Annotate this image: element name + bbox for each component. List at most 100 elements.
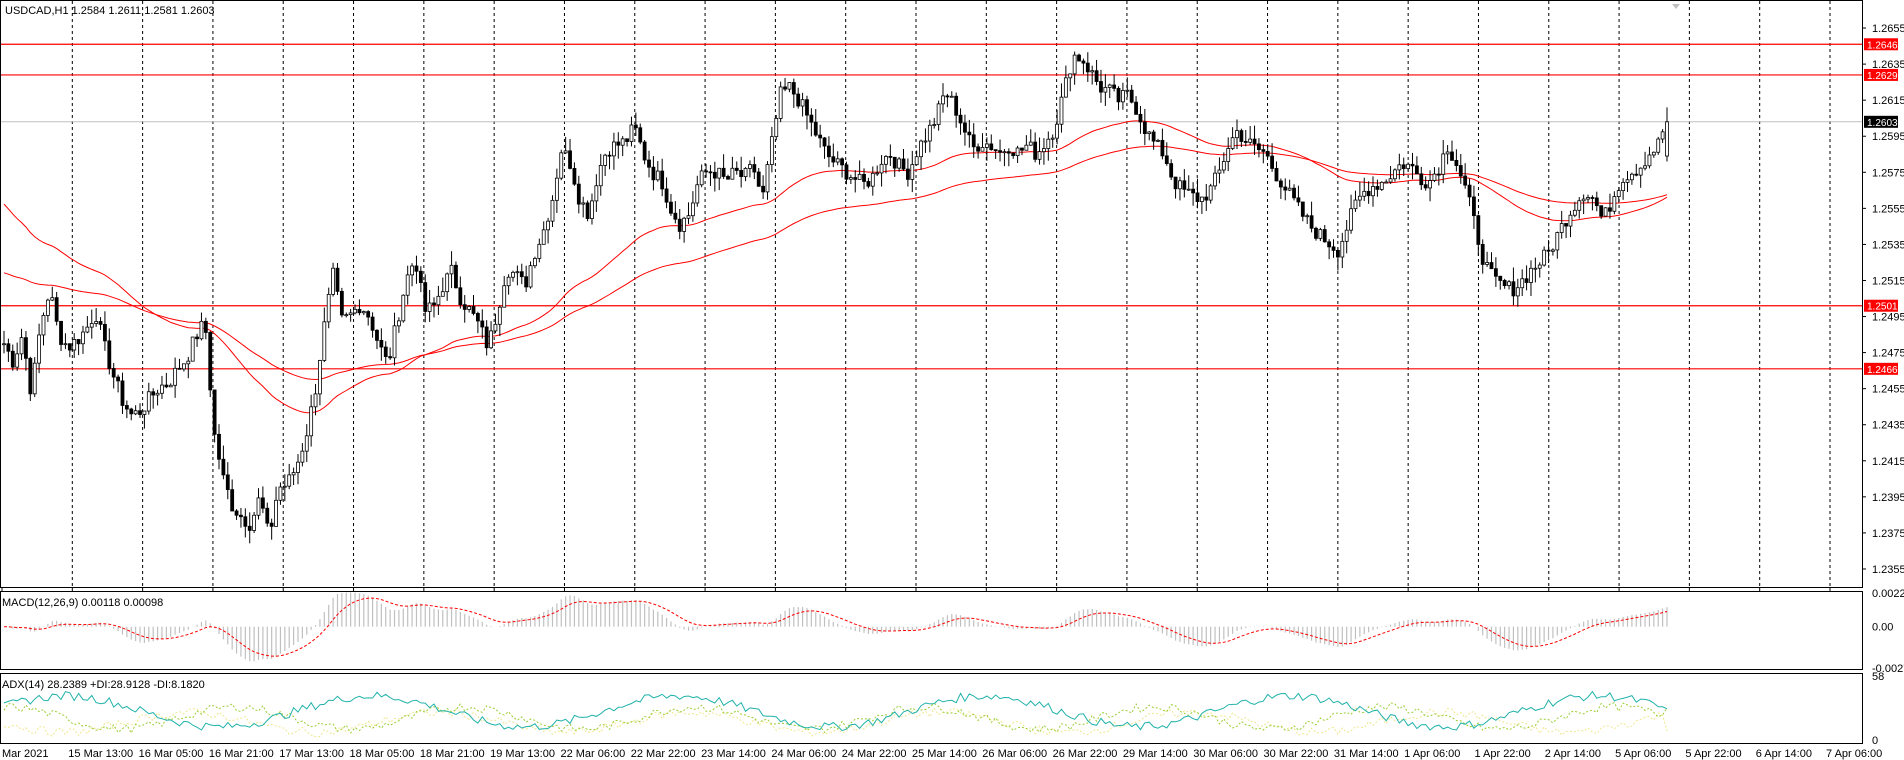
candle-body	[138, 410, 142, 415]
y-tick-label: 1.2635	[1872, 59, 1904, 71]
x-tick-label: 29 Mar 14:00	[1123, 748, 1188, 760]
candle-body	[1037, 151, 1042, 160]
candle-body	[1107, 84, 1112, 88]
candle-body	[50, 297, 55, 301]
candle-body	[905, 168, 910, 180]
moving-averages	[3, 120, 1668, 414]
candle-body	[1529, 267, 1533, 283]
candle-body	[690, 202, 695, 217]
candle-body	[383, 346, 388, 357]
candle-body	[1274, 168, 1279, 182]
scroll-marker-icon[interactable]	[1672, 4, 1680, 9]
candle-body	[1186, 188, 1191, 191]
candle-body	[1213, 172, 1217, 187]
candle-body	[576, 183, 581, 205]
candle-body	[234, 510, 239, 516]
candle-body	[1270, 155, 1274, 169]
candle-body	[721, 167, 726, 177]
candle-body	[212, 389, 217, 435]
candle-body	[677, 218, 682, 232]
candle-body	[493, 323, 498, 332]
candle-body	[1283, 186, 1288, 191]
candle-body	[37, 334, 42, 364]
candle-body	[1629, 173, 1634, 181]
candle-body	[1480, 244, 1485, 265]
level-tag-label: 1.2629	[1867, 71, 1898, 82]
candle-body	[528, 265, 533, 288]
candle-body	[537, 243, 542, 259]
candle-body	[1235, 130, 1239, 139]
moving-average-line	[3, 145, 1668, 381]
candle-body	[1524, 278, 1529, 283]
candle-body	[989, 143, 994, 151]
candle-body	[1300, 201, 1305, 217]
candle-body	[844, 164, 849, 180]
candle-body	[629, 124, 634, 142]
candle-body	[186, 360, 191, 365]
y-tick-label: 1.2575	[1872, 167, 1904, 179]
candle-body	[414, 265, 419, 272]
candle-body	[998, 150, 1002, 153]
candle-body	[1085, 62, 1090, 73]
candle-body	[1094, 70, 1099, 82]
candle-body	[177, 367, 182, 370]
candle-body	[1243, 141, 1248, 143]
candle-body	[423, 282, 428, 312]
x-tick-label: 5 Apr 22:00	[1685, 748, 1741, 760]
y-tick-label: 1.2395	[1872, 492, 1904, 504]
candle-body	[870, 172, 875, 187]
candle-body	[1656, 138, 1661, 153]
candle-body	[1121, 90, 1125, 103]
candle-body	[370, 316, 375, 331]
x-tick-label: 18 Mar 21:00	[420, 748, 485, 760]
adx-panel-frame	[0, 673, 1863, 744]
candle-body	[704, 170, 708, 173]
candle-body	[932, 124, 937, 126]
candle-body	[726, 176, 730, 180]
candle-body	[1042, 148, 1046, 153]
candle-body	[392, 325, 397, 359]
candle-body	[1046, 138, 1051, 149]
candle-body	[1050, 137, 1055, 140]
candle-body	[1419, 173, 1424, 186]
y-tick-label: 1.2495	[1872, 312, 1904, 324]
candle-body	[1116, 87, 1121, 103]
candle-body	[1173, 176, 1178, 190]
candle-body	[120, 380, 125, 406]
candle-body	[1414, 165, 1419, 175]
candle-body	[331, 267, 335, 295]
x-tick-label: 23 Mar 14:00	[701, 748, 766, 760]
candle-body	[76, 339, 81, 345]
candle-body	[717, 167, 722, 179]
candle-body	[919, 140, 923, 158]
candle-body	[15, 353, 20, 368]
candle-body	[1353, 199, 1358, 210]
candle-body	[81, 331, 85, 345]
candle-body	[612, 141, 616, 157]
candle-body	[1507, 281, 1511, 286]
candle-body	[366, 311, 371, 318]
candle-body	[1616, 190, 1621, 197]
candle-body	[673, 212, 678, 220]
candle-body	[1178, 180, 1182, 190]
adx-y-label: 58	[1872, 671, 1884, 683]
candle-body	[603, 154, 608, 166]
candle-body	[1028, 141, 1033, 146]
macd-panel-frame	[0, 591, 1863, 670]
candle-body	[1072, 54, 1077, 75]
candle-body	[304, 435, 309, 452]
candle-body	[800, 99, 805, 107]
adx-header: ADX(14) 28.2389 +DI:28.9128 -DI:8.1820	[2, 679, 205, 691]
candle-body	[2, 343, 6, 346]
candle-body	[642, 141, 647, 161]
candle-body	[98, 321, 103, 325]
candle-body	[1551, 249, 1555, 252]
candle-body	[1476, 215, 1481, 245]
candle-body	[708, 171, 713, 174]
candle-body	[1379, 181, 1384, 190]
candle-body	[1502, 280, 1507, 286]
candle-body	[1068, 73, 1073, 79]
candle-body	[1643, 165, 1647, 169]
candle-body	[559, 152, 564, 179]
